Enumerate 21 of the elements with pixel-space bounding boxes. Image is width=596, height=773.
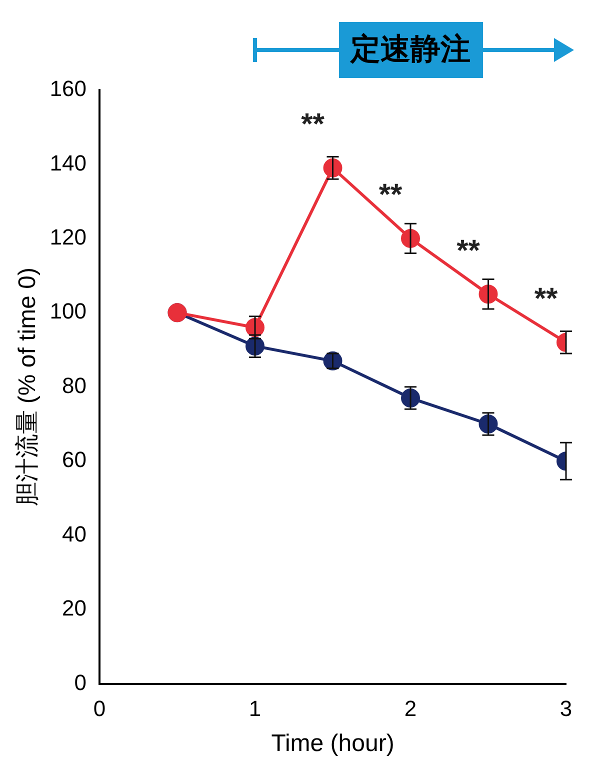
y-tick-label: 40 <box>62 521 87 546</box>
y-tick-label: 60 <box>62 447 87 472</box>
y-tick-label: 160 <box>50 76 87 102</box>
text: 定速静注 <box>338 22 482 78</box>
x-tick-label: 1 <box>248 696 262 722</box>
y-tick-label: 140 <box>50 150 87 176</box>
y-tick-label: 0 <box>74 670 87 695</box>
x-axis-title: Time (hour) <box>271 730 394 758</box>
annotation: ** <box>378 178 402 212</box>
x-tick-label: 3 <box>560 696 572 722</box>
point <box>323 351 342 370</box>
y-tick-label: 100 <box>50 298 87 324</box>
annotation: ** <box>301 108 325 142</box>
annotation: ** <box>456 234 480 268</box>
x-tick-label: 0 <box>93 696 106 722</box>
x-tick-label: 2 <box>404 696 417 722</box>
y-tick-label: 80 <box>62 372 87 398</box>
y-axis-title: 胆汁流量 (% of time 0) <box>14 268 42 506</box>
annotation: ** <box>534 282 558 316</box>
y-tick-label: 20 <box>62 596 87 621</box>
y-tick-label: 120 <box>50 224 87 250</box>
